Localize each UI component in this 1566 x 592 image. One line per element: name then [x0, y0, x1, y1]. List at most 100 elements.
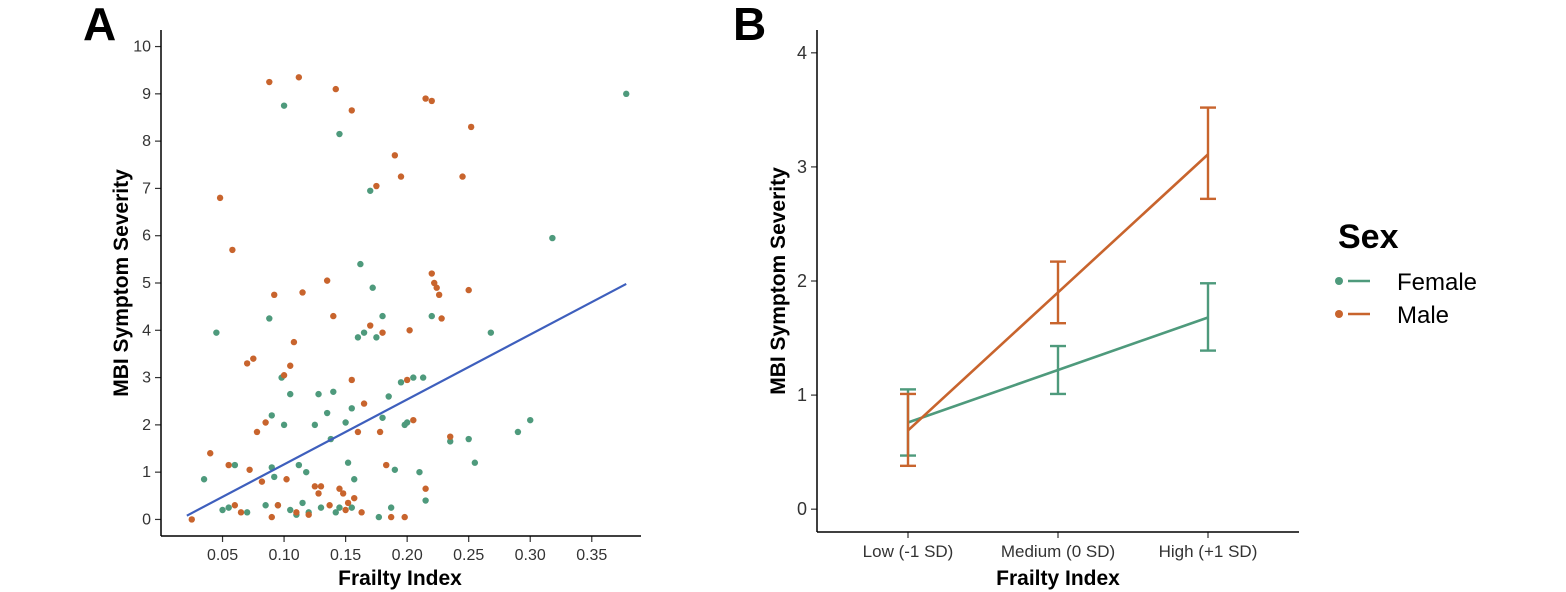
scatter-point-male	[373, 182, 380, 190]
scatter-point-male	[339, 490, 347, 497]
panel-b-y-tick-label: 4	[797, 43, 807, 63]
scatter-point-female	[344, 459, 352, 466]
scatter-point-male	[467, 123, 475, 131]
scatter-point-male	[348, 107, 355, 114]
scatter-point-female	[387, 504, 395, 511]
scatter-point-male	[326, 502, 333, 509]
panel-a-x-label: Frailty Index	[338, 567, 462, 590]
scatter-point-male	[465, 286, 472, 294]
panel-a-x-ticks: 0.05 0.10 0.15 0.20 0.25 0.30 0.35	[207, 536, 607, 564]
scatter-point-female	[268, 412, 275, 419]
panel-a-x-tick-label: 0.15	[330, 547, 361, 564]
scatter-point-male	[403, 376, 411, 384]
panel-a-y-tick-label: 7	[142, 180, 151, 197]
panel-a-y-tick-label: 3	[142, 370, 151, 387]
legend-point-male	[1335, 310, 1343, 318]
scatter-point-male	[295, 74, 303, 81]
scatter-point-male	[431, 279, 438, 287]
scatter-point-male	[258, 478, 266, 485]
scatter-point-male	[367, 322, 374, 329]
scatter-point-male	[330, 312, 337, 320]
scatter-point-female	[385, 393, 392, 400]
scatter-point-female	[342, 419, 349, 426]
panel-a-y-tick-label: 5	[142, 275, 151, 292]
panel-a-x-tick-label: 0.10	[269, 547, 300, 564]
scatter-point-female	[200, 476, 208, 483]
panel-a-y-tick-label: 10	[133, 39, 151, 56]
scatter-point-male	[250, 355, 257, 362]
legend-entries: Female Male	[1335, 269, 1477, 329]
scatter-point-female	[225, 504, 232, 511]
scatter-point-male	[447, 433, 454, 440]
panel-b-x-tick-label: Low (-1 SD)	[863, 542, 954, 561]
error-bar-male	[1200, 106, 1216, 201]
panel-a-x-tick-label: 0.35	[576, 547, 607, 564]
scatter-point-female	[357, 260, 364, 268]
scatter-point-male	[348, 376, 355, 384]
panel-a-x-tick-label: 0.20	[392, 547, 423, 564]
scatter-point-male	[290, 338, 298, 346]
legend-label-female: Female	[1397, 269, 1477, 296]
scatter-point-female	[428, 312, 435, 320]
scatter-point-male	[268, 513, 275, 521]
scatter-point-male	[323, 277, 331, 284]
scatter-point-female	[422, 497, 429, 504]
panel-b-series	[900, 106, 1216, 468]
legend-label-male: Male	[1397, 302, 1449, 329]
scatter-point-male	[246, 466, 253, 473]
scatter-point-male	[433, 284, 440, 291]
scatter-point-male	[397, 173, 405, 180]
scatter-point-female	[330, 388, 337, 395]
legend-title: Sex	[1338, 218, 1399, 256]
error-bar-male	[1050, 260, 1066, 325]
scatter-point-female	[465, 435, 472, 443]
scatter-point-female	[379, 414, 386, 421]
scatter-point-male	[311, 483, 319, 490]
scatter-point-male	[351, 494, 358, 502]
scatter-point-female	[280, 102, 288, 109]
panel-b-y-label: MBI Symptom Severity	[767, 167, 790, 395]
panel-b: B 0 1 2 3 4 Low (-1 SD) Medium (0 SD) High (+1…	[733, 0, 1299, 590]
panel-a-y-ticks: 0 1 2 3 4 5 6 7 8 9 10	[133, 39, 161, 528]
scatter-point-female	[336, 504, 343, 511]
scatter-point-male	[317, 483, 325, 490]
panel-b-y-tick-label: 3	[797, 157, 807, 177]
error-bar-female	[1200, 282, 1216, 352]
scatter-point-female	[419, 374, 427, 381]
panel-a-y-tick-label: 4	[142, 322, 151, 339]
panel-a-x-tick-label: 0.30	[515, 547, 546, 564]
scatter-point-male	[274, 502, 282, 509]
panel-b-y-tick-label: 0	[797, 499, 807, 519]
scatter-point-female	[348, 405, 355, 412]
scatter-point-female	[514, 428, 522, 436]
scatter-point-male	[188, 516, 195, 523]
scatter-point-male	[459, 173, 466, 180]
scatter-point-male	[342, 506, 349, 514]
scatter-point-female	[266, 315, 273, 322]
scatter-point-female	[487, 329, 495, 336]
scatter-point-male	[344, 499, 352, 507]
scatter-point-female	[403, 419, 411, 426]
scatter-point-male	[406, 327, 413, 334]
scatter-point-female	[354, 334, 362, 341]
panel-b-y-tick-label: 1	[797, 385, 807, 405]
panel-a-y-tick-label: 1	[142, 464, 151, 481]
scatter-point-male	[315, 490, 322, 497]
panel-a-y-label: MBI Symptom Severity	[110, 169, 133, 397]
scatter-point-female	[410, 374, 417, 381]
scatter-point-male	[358, 509, 365, 516]
scatter-point-female	[315, 390, 322, 398]
scatter-point-female	[231, 461, 239, 469]
scatter-point-female	[336, 130, 343, 138]
scatter-point-female	[219, 506, 226, 514]
scatter-point-female	[367, 187, 374, 194]
scatter-point-female	[416, 468, 423, 476]
scatter-point-female	[549, 234, 556, 242]
scatter-point-female	[360, 329, 368, 336]
scatter-point-female	[213, 329, 220, 336]
scatter-point-male	[391, 152, 399, 159]
panel-a-letter: A	[83, 0, 116, 50]
scatter-point-male	[376, 428, 384, 436]
scatter-point-female	[311, 421, 319, 429]
